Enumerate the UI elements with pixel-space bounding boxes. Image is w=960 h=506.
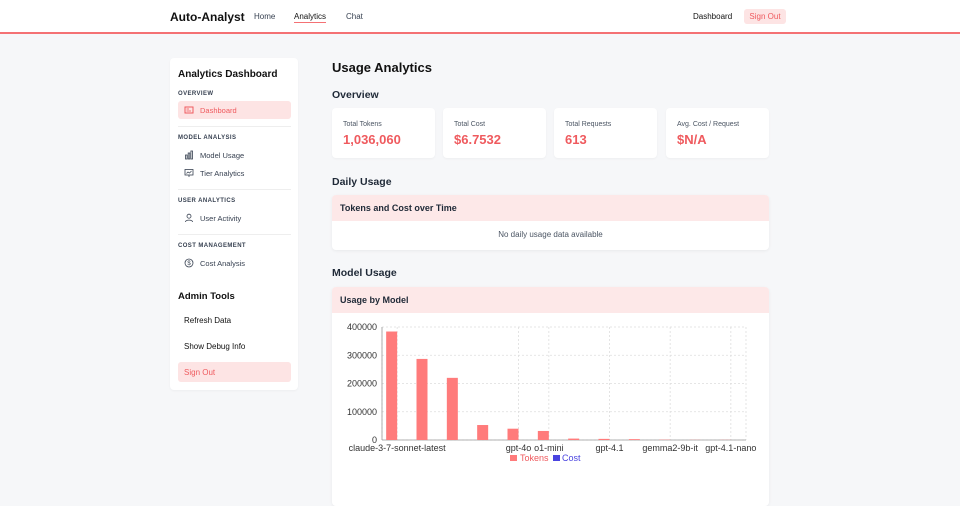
bar-tokens [446,377,458,440]
page-title: Usage Analytics [332,60,432,75]
stat-label: Total Requests [565,121,612,128]
sidebar-item-label: User Activity [200,214,242,223]
sidebar-item-label: Model Usage [200,151,245,160]
stat-card-total-requests: Total Requests 613 [554,108,657,158]
sidebar-item-label: Cost Analysis [200,259,246,268]
user-icon [185,213,193,223]
show-debug-info-button[interactable]: Show Debug Info [178,336,291,356]
x-tick-label: gpt-4.1-nano [705,443,756,453]
divider [178,126,291,127]
sidebar-item-cost-analysis[interactable]: $ Cost Analysis [178,254,291,272]
dollar-circle-icon: $ [184,258,194,268]
daily-usage-heading: Daily Usage [332,176,392,188]
stat-card-total-cost: Total Cost $6.7532 [443,108,546,158]
card-title: Tokens and Cost over Time [332,195,769,221]
sign-out-button[interactable]: Sign Out [744,9,786,24]
section-model-analysis: MODEL ANALYSIS [178,135,237,141]
divider [178,234,291,235]
brand-logo[interactable]: Auto-Analyst [170,10,245,24]
stat-label: Total Tokens [343,121,382,128]
stat-value: $6.7532 [454,132,501,147]
sign-out-label: Sign Out [184,368,216,377]
legend-swatch-tokens [510,455,517,461]
legend-swatch-cost [553,455,560,461]
stat-label: Total Cost [454,121,486,128]
bar-tokens [507,428,519,440]
sidebar-sign-out-button[interactable]: Sign Out [178,362,291,382]
y-tick-label: 0 [372,435,377,445]
card-title: Usage by Model [332,287,769,313]
sidebar-item-label: Tier Analytics [200,169,245,178]
dashboard-link[interactable]: Dashboard [693,12,733,21]
top-nav-bar: Auto-Analyst Home Analytics Chat Dashboa… [0,0,960,34]
stat-label: Avg. Cost / Request [677,121,740,128]
stat-value: $N/A [677,132,707,147]
legend-label-tokens: Tokens [520,453,549,463]
section-cost-management: COST MANAGEMENT [178,243,246,249]
x-tick-label: claude-3-7-sonnet-latest [349,443,447,453]
nav-analytics[interactable]: Analytics [294,12,327,23]
stat-card-total-tokens: Total Tokens 1,036,060 [332,108,435,158]
sidebar-item-label: Dashboard [200,106,237,115]
stat-value: 613 [565,132,587,147]
refresh-data-label: Refresh Data [184,316,232,325]
overview-heading: Overview [332,89,379,101]
bar-tokens [386,331,398,440]
empty-state-message: No daily usage data available [498,230,603,239]
model-usage-heading: Model Usage [332,267,397,279]
sidebar-item-model-usage[interactable]: Model Usage [178,146,291,164]
nav-home[interactable]: Home [254,12,276,21]
y-tick-label: 400000 [347,322,377,332]
admin-tools-title: Admin Tools [178,291,235,302]
y-tick-label: 300000 [347,350,377,360]
refresh-data-button[interactable]: Refresh Data [178,310,291,330]
x-tick-label: gemma2-9b-it [642,443,698,453]
bar-tokens [568,438,580,440]
nav-chat[interactable]: Chat [346,12,363,21]
show-debug-info-label: Show Debug Info [184,342,246,351]
dashboard-icon [184,106,194,114]
sidebar-item-dashboard[interactable]: Dashboard [178,101,291,119]
sidebar: Analytics Dashboard OVERVIEW Dashboard M… [170,58,298,390]
usage-by-model-chart: 0 100000 200000 300000 400000 claude-3-7-sonn… [347,322,756,463]
bar-tokens [537,430,549,440]
model-usage-card: Usage by Model 0 100000 200000 300000 400000… [332,287,769,506]
x-tick-label: gpt-4.1 [595,443,623,453]
section-overview: OVERVIEW [178,91,214,97]
bar-tokens [477,425,489,440]
sidebar-item-user-activity[interactable]: User Activity [178,209,291,227]
svg-text:$: $ [187,261,191,267]
stat-value: 1,036,060 [343,132,401,147]
y-tick-label: 200000 [347,379,377,389]
bar-tokens [416,358,428,440]
sidebar-item-tier-analytics[interactable]: Tier Analytics [178,164,291,182]
legend-label-cost: Cost [562,453,581,463]
y-tick-label: 100000 [347,407,377,417]
x-tick-label: gpt-4o [506,443,532,453]
stat-card-avg-cost: Avg. Cost / Request $N/A [666,108,769,158]
x-tick-label: o1-mini [534,443,564,453]
daily-usage-card: Tokens and Cost over Time No daily usage… [332,195,769,250]
bar-tokens [628,439,640,440]
bar-tokens [598,438,610,440]
section-user-analytics: USER ANALYTICS [178,198,236,204]
sidebar-title: Analytics Dashboard [178,69,278,80]
divider [178,189,291,190]
presentation-icon [184,169,194,177]
bar-chart-icon [185,150,193,160]
